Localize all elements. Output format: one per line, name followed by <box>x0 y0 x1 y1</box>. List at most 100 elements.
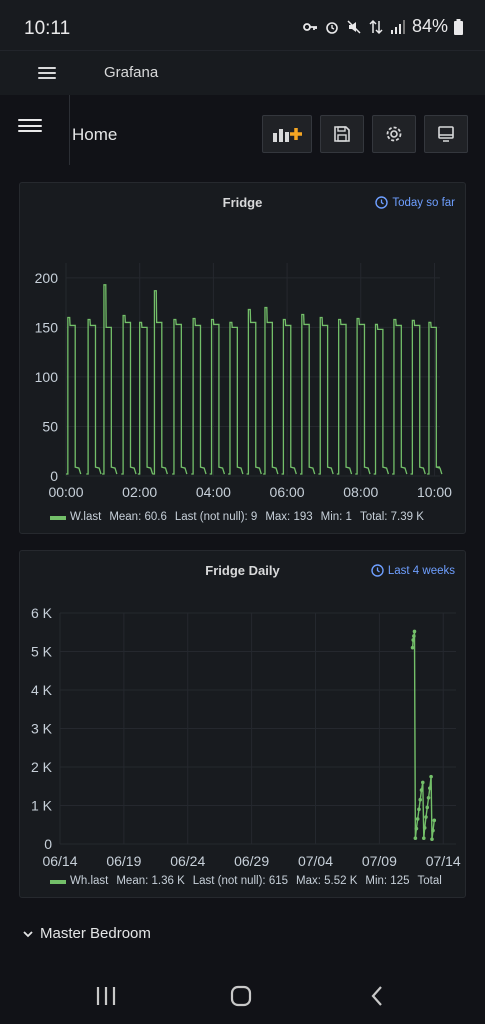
y-tick-label: 5 K <box>31 644 53 660</box>
y-tick-label: 50 <box>42 418 58 434</box>
y-tick-label: 100 <box>35 369 59 385</box>
chevron-down-icon <box>23 930 33 937</box>
data-point <box>412 634 416 638</box>
y-tick-label: 3 K <box>31 721 53 737</box>
series-line-w-last <box>66 284 443 475</box>
data-point <box>422 826 427 830</box>
sidemenu-toggle-icon[interactable] <box>18 119 42 132</box>
add-panel-button[interactable] <box>262 115 312 153</box>
save-dashboard-button[interactable] <box>320 115 364 153</box>
data-transfer-icon <box>369 19 383 34</box>
page-header: Home <box>0 95 485 165</box>
series-line-wh-last <box>411 631 435 840</box>
panel-time-range[interactable]: Today so far <box>375 196 455 209</box>
page-title[interactable]: Home <box>72 125 118 144</box>
add-panel-icon <box>273 128 302 142</box>
data-point <box>431 828 435 833</box>
row-title: Master Bedroom <box>40 925 151 942</box>
home-icon[interactable] <box>230 985 252 1007</box>
legend-series[interactable]: Wh.last <box>50 875 108 887</box>
status-time: 10:11 <box>24 18 71 39</box>
recent-apps-icon[interactable] <box>95 986 117 1006</box>
back-icon[interactable] <box>370 985 384 1007</box>
data-point <box>411 638 416 642</box>
monitor-icon <box>438 126 454 142</box>
x-tick-label: 08:00 <box>343 484 378 500</box>
status-icons: 84% <box>302 16 463 37</box>
app-title: Grafana <box>104 64 159 81</box>
legend-series-name: Wh.last <box>70 875 109 887</box>
y-tick-label: 0 <box>44 836 52 852</box>
row-master-bedroom[interactable]: Master Bedroom <box>22 925 151 942</box>
gear-icon <box>386 126 402 142</box>
panel-fridge[interactable]: Fridge Today so far 0 50 100 150 200 00:00 02:… <box>19 182 466 534</box>
chart-legend: Wh.last Mean: 1.36 K Last (not null): 61… <box>50 875 457 887</box>
x-tick-label: 04:00 <box>196 484 231 500</box>
clock-icon <box>375 196 389 209</box>
data-point <box>428 786 432 790</box>
panel-time-range[interactable]: Last 4 weeks <box>371 564 455 577</box>
y-tick-label: 4 K <box>31 682 53 698</box>
x-tick-label: 02:00 <box>122 484 157 500</box>
legend-mean: Mean: 60.6 <box>109 511 167 523</box>
data-point <box>424 815 428 819</box>
legend-series-name: W.last <box>70 511 102 523</box>
legend-last: Last (not null): 615 <box>192 875 289 887</box>
y-tick-label: 1 K <box>31 798 53 814</box>
y-tick-label: 2 K <box>31 759 53 775</box>
x-tick-label: 00:00 <box>48 484 83 500</box>
x-tick-label: 07/04 <box>298 853 333 869</box>
legend-total: Total: 7.39 K <box>359 511 424 523</box>
panel-fridge-daily[interactable]: Fridge Daily Last 4 weeks 0 1 K 2 K 3 K 4 K 5… <box>19 550 466 898</box>
data-point <box>412 629 417 634</box>
y-tick-label: 6 K <box>31 605 53 621</box>
key-icon <box>303 22 317 31</box>
menu-icon[interactable] <box>38 67 56 79</box>
data-point <box>419 788 424 792</box>
chart-legend: W.last Mean: 60.6 Last (not null): 9 Max… <box>50 511 424 523</box>
legend-series[interactable]: W.last <box>50 511 101 523</box>
data-point <box>430 837 434 841</box>
alarm-icon <box>326 21 338 34</box>
cycle-view-mode-button[interactable] <box>424 115 468 153</box>
x-tick-label: 07/09 <box>362 853 397 869</box>
legend-swatch <box>50 880 66 884</box>
panel-title[interactable]: Fridge <box>222 195 263 210</box>
save-icon <box>334 126 350 142</box>
data-point <box>414 826 419 831</box>
x-tick-label: 06/14 <box>42 853 77 869</box>
system-nav-bar <box>0 966 485 1024</box>
legend-last: Last (not null): 9 <box>174 511 258 523</box>
data-point <box>425 805 430 810</box>
legend-total: Total <box>417 875 442 887</box>
x-tick-label: 06/24 <box>170 853 205 869</box>
chart-fridge-daily[interactable]: 0 1 K 2 K 3 K 4 K 5 K 6 K 06/14 06/19 06/24 06/29 0… <box>20 591 467 891</box>
data-point <box>417 807 421 812</box>
battery-icon <box>454 18 463 35</box>
data-point <box>422 836 426 841</box>
chart-fridge[interactable]: 0 50 100 150 200 00:00 02:00 04:00 06:00 08:00 10:… <box>20 223 467 523</box>
data-point <box>426 796 431 800</box>
x-tick-label: 06/29 <box>234 853 269 869</box>
legend-min: Min: 1 <box>320 511 352 523</box>
clock-icon <box>371 564 384 577</box>
legend-mean: Mean: 1.36 K <box>116 875 185 887</box>
x-tick-label: 06/19 <box>106 853 141 869</box>
data-point <box>415 817 420 821</box>
legend-min: Min: 125 <box>365 875 410 887</box>
legend-max: Max: 5.52 K <box>296 875 358 887</box>
data-point <box>429 774 433 779</box>
time-range-label: Today so far <box>392 196 455 209</box>
y-tick-label: 150 <box>35 319 59 335</box>
status-bar: 10:11 84% <box>0 0 485 50</box>
y-tick-label: 0 <box>50 468 58 484</box>
x-tick-label: 10:00 <box>417 484 452 500</box>
data-point <box>410 645 415 650</box>
data-point <box>432 818 437 823</box>
divider <box>69 95 70 165</box>
legend-max: Max: 193 <box>265 511 313 523</box>
panel-title[interactable]: Fridge Daily <box>205 563 280 578</box>
x-tick-label: 06:00 <box>270 484 305 500</box>
dashboard-settings-button[interactable] <box>372 115 416 153</box>
mute-icon <box>347 19 361 34</box>
